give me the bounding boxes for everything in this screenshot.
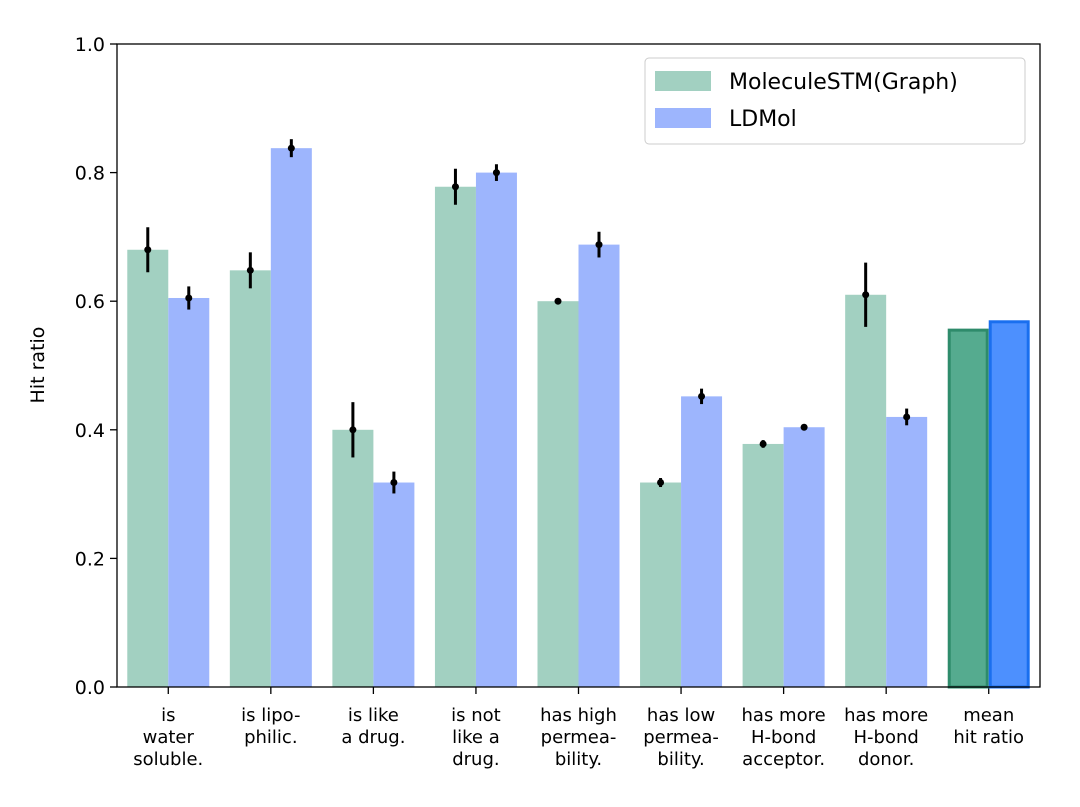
error-point <box>657 479 665 487</box>
error-point <box>800 423 808 431</box>
x-tick-label: is lipo- <box>241 705 300 726</box>
x-tick-label: permea- <box>541 727 617 748</box>
error-point <box>554 297 562 305</box>
x-tick-label: is not <box>451 705 501 726</box>
x-tick-label: hit ratio <box>953 727 1024 748</box>
x-tick-label: H-bond <box>751 727 816 748</box>
y-tick-label: 0.6 <box>75 291 105 313</box>
error-point <box>492 169 500 177</box>
x-tick-label: water <box>143 727 195 748</box>
error-point <box>185 294 193 302</box>
plot-frame <box>116 43 1041 688</box>
error-point <box>246 266 254 274</box>
bar <box>886 416 928 687</box>
x-tick-label: permea- <box>643 727 719 748</box>
error-point <box>390 479 398 487</box>
x-tick-label: has more <box>742 705 826 726</box>
bar <box>434 186 476 687</box>
x-tick-label: is like <box>348 705 399 726</box>
x-tick-label: is <box>161 705 175 726</box>
x-tick-label: acceptor. <box>742 749 825 770</box>
y-axis-label: Hit ratio <box>27 327 49 404</box>
y-tick-label: 1.0 <box>75 34 105 56</box>
bar <box>988 320 1030 689</box>
y-tick-label: 0.4 <box>75 420 105 442</box>
error-point <box>698 392 706 400</box>
x-tick-label: drug. <box>452 749 499 770</box>
bar <box>127 249 169 687</box>
x-tick-label: soluble. <box>133 749 203 770</box>
legend-label: MoleculeSTM(Graph) <box>729 70 958 95</box>
x-tick-label: philic. <box>244 727 297 748</box>
x-tick-label: bility. <box>657 749 704 770</box>
bar <box>578 244 620 687</box>
error-point <box>862 291 870 299</box>
bar <box>270 148 312 687</box>
error-point <box>144 246 152 254</box>
bar <box>537 301 579 687</box>
x-tick-label: has low <box>647 705 715 726</box>
x-tick-label: H-bond <box>854 727 919 748</box>
x-tick-label: bility. <box>555 749 602 770</box>
x-tick-label: mean <box>963 705 1014 726</box>
bar <box>332 429 374 687</box>
error-point <box>595 241 603 249</box>
error-point <box>759 440 767 448</box>
y-tick-label: 0.2 <box>75 548 105 570</box>
error-point <box>287 144 295 152</box>
bar <box>168 297 210 687</box>
bar <box>373 482 415 687</box>
legend-label: LDMol <box>729 107 797 132</box>
legend-box <box>644 57 1026 145</box>
bar <box>229 270 271 687</box>
bar <box>845 294 887 687</box>
legend-swatch <box>655 108 711 128</box>
bar <box>640 482 682 687</box>
bar <box>947 328 989 689</box>
x-tick-label: like a <box>452 727 500 748</box>
error-point <box>349 426 357 434</box>
error-point <box>903 413 911 421</box>
x-tick-label: has high <box>540 705 617 726</box>
legend-swatch <box>655 71 711 91</box>
x-tick-label: has more <box>844 705 928 726</box>
bar <box>742 443 784 687</box>
y-tick-label: 0.0 <box>75 677 105 699</box>
bar <box>475 172 517 688</box>
x-tick-label: a drug. <box>341 727 405 748</box>
error-point <box>451 183 459 191</box>
bar <box>783 427 825 687</box>
y-tick-label: 0.8 <box>75 163 105 185</box>
bar <box>681 396 723 687</box>
x-tick-label: donor. <box>858 749 914 770</box>
